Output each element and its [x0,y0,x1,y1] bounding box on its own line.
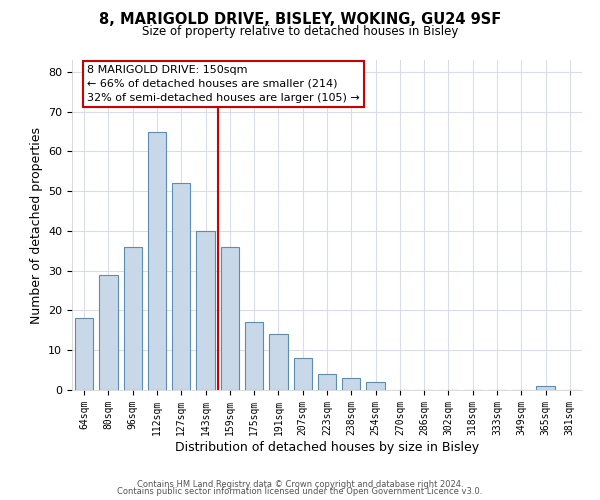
Bar [221,247,239,390]
Bar [536,386,554,390]
Text: 8 MARIGOLD DRIVE: 150sqm
← 66% of detached houses are smaller (214)
32% of semi-: 8 MARIGOLD DRIVE: 150sqm ← 66% of detach… [88,65,360,103]
Bar [293,358,312,390]
Bar [75,318,93,390]
Bar [124,247,142,390]
Bar [148,132,166,390]
Text: Size of property relative to detached houses in Bisley: Size of property relative to detached ho… [142,25,458,38]
Bar [318,374,336,390]
X-axis label: Distribution of detached houses by size in Bisley: Distribution of detached houses by size … [175,440,479,454]
Y-axis label: Number of detached properties: Number of detached properties [29,126,43,324]
Bar [100,274,118,390]
Bar [367,382,385,390]
Bar [172,184,190,390]
Bar [342,378,361,390]
Bar [245,322,263,390]
Text: Contains HM Land Registry data © Crown copyright and database right 2024.: Contains HM Land Registry data © Crown c… [137,480,463,489]
Bar [269,334,287,390]
Text: 8, MARIGOLD DRIVE, BISLEY, WOKING, GU24 9SF: 8, MARIGOLD DRIVE, BISLEY, WOKING, GU24 … [99,12,501,28]
Bar [196,231,215,390]
Text: Contains public sector information licensed under the Open Government Licence v3: Contains public sector information licen… [118,487,482,496]
